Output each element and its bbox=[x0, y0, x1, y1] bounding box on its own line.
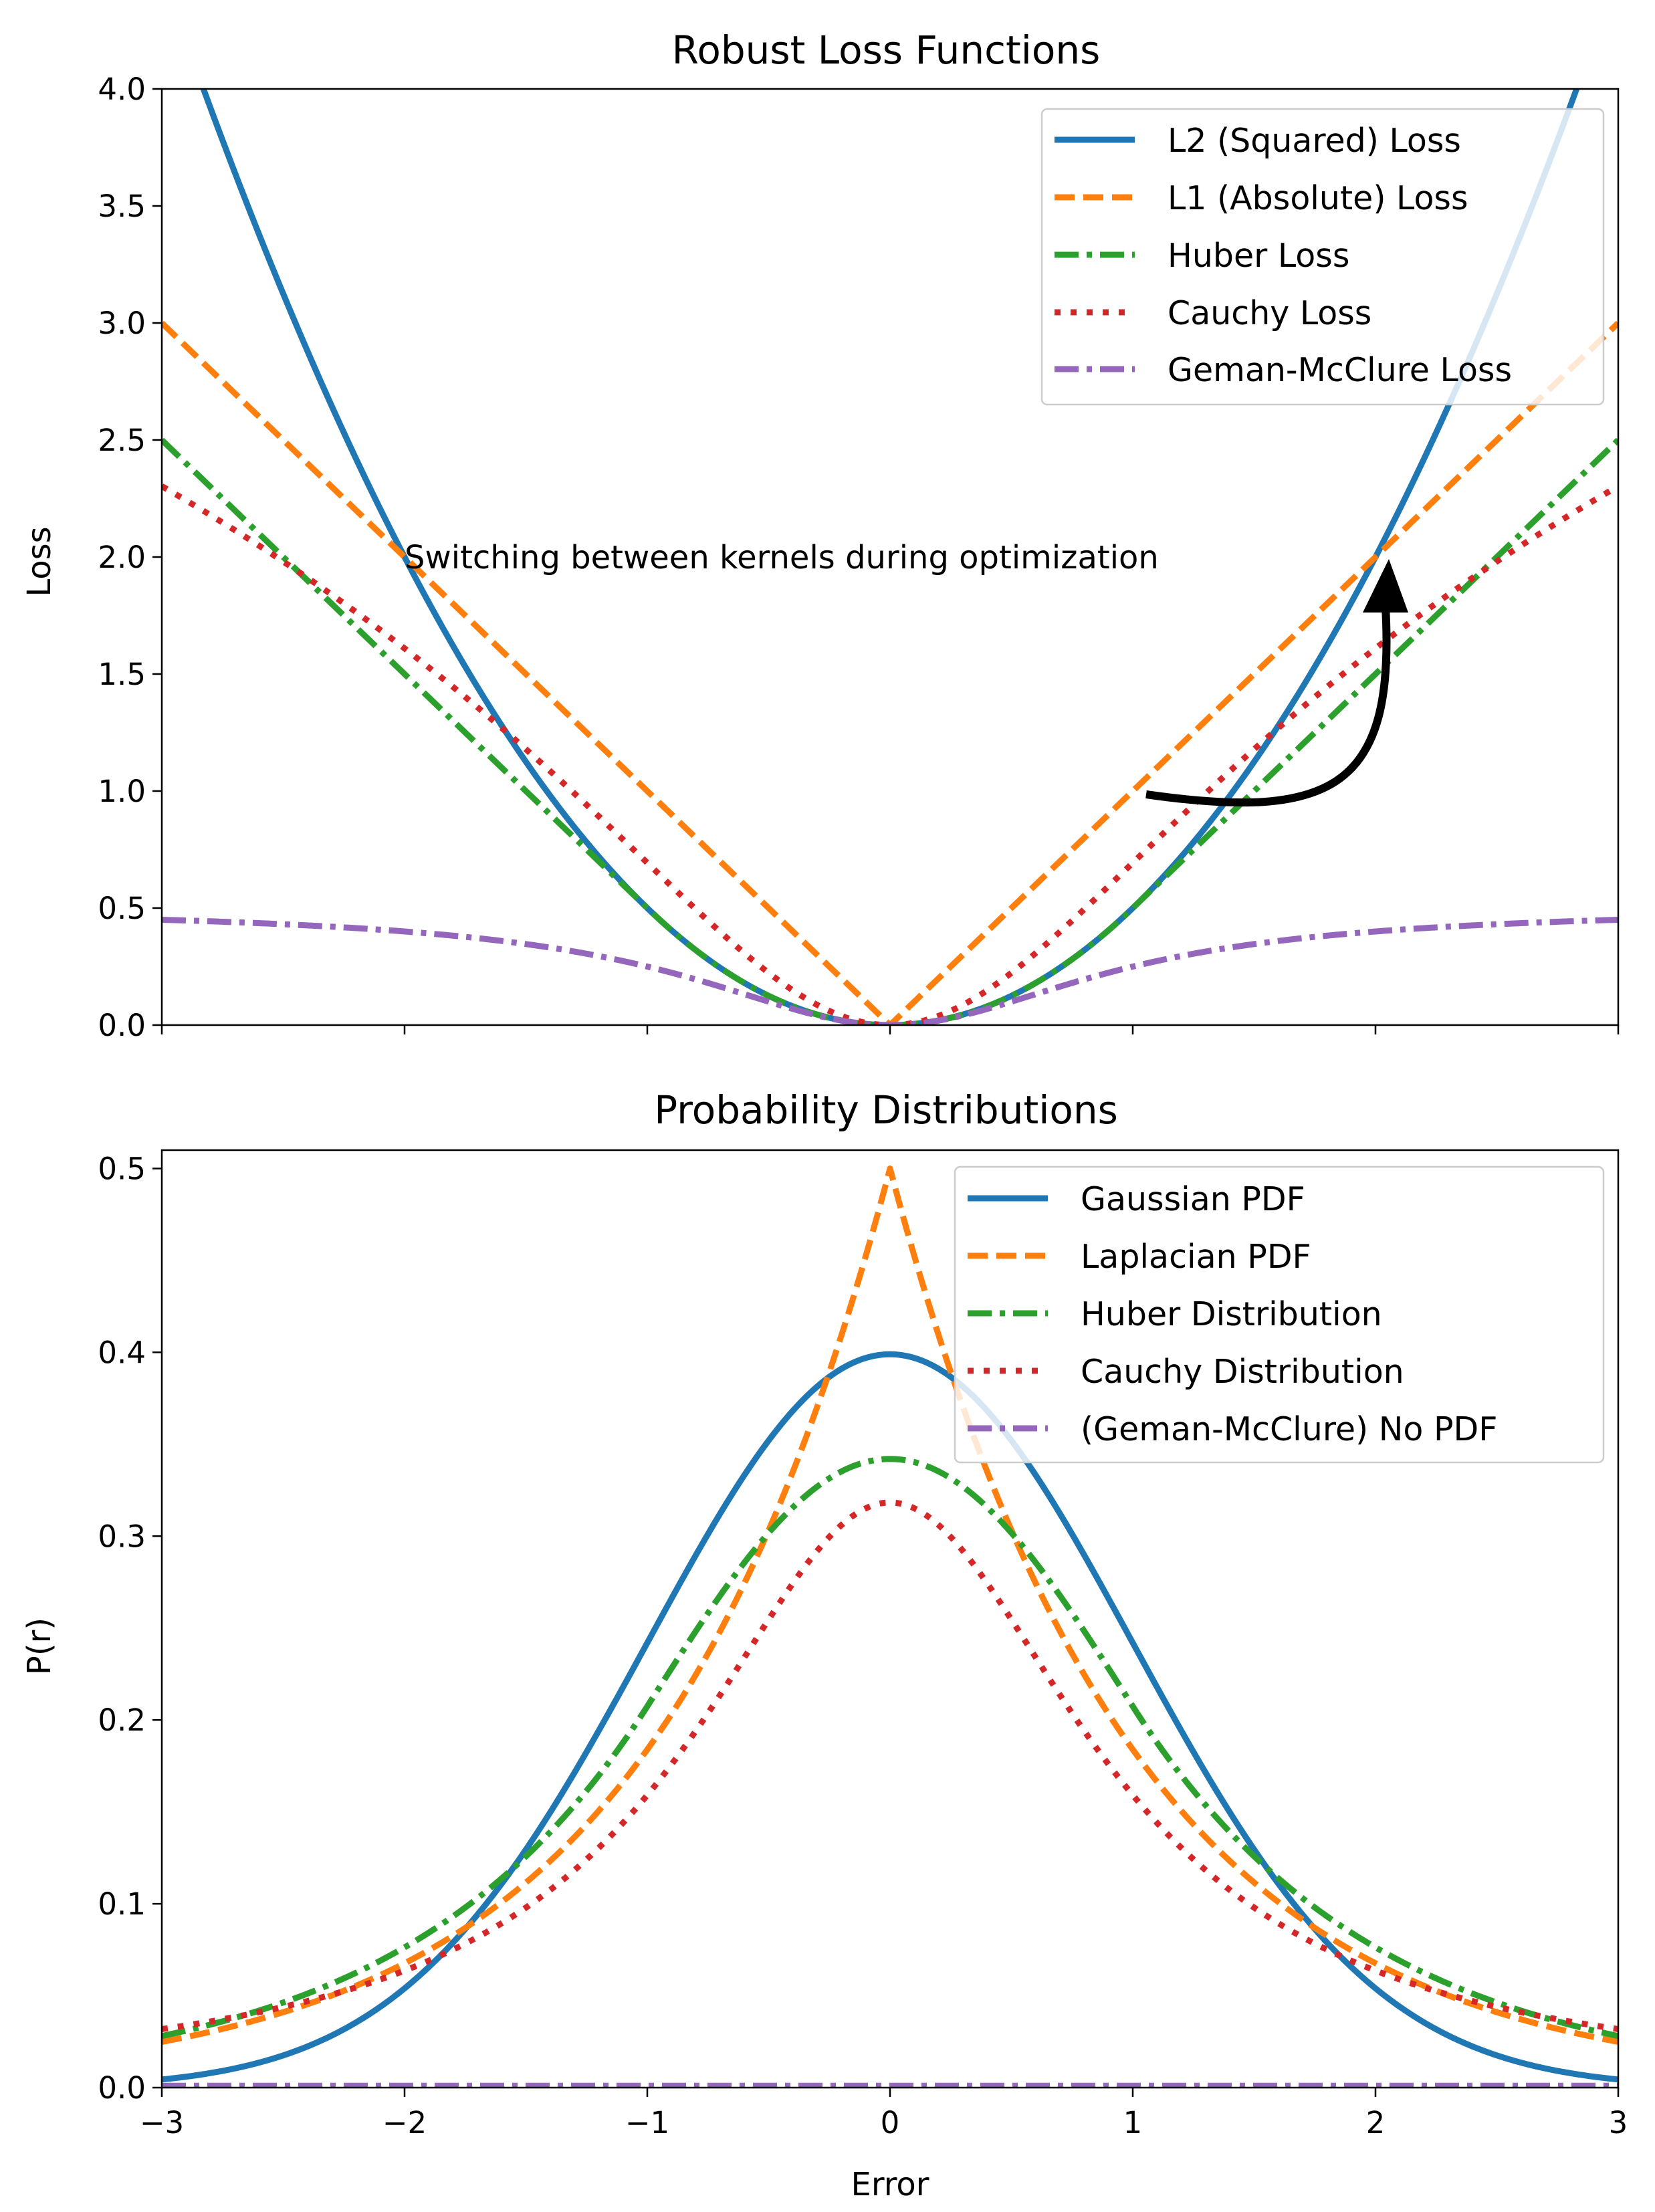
pdf-chart-ticks: −3 −2 −1 0 1 2 3 0.0 0.1 0.2 0.3 0.4 0.5 bbox=[98, 1151, 1628, 2140]
y-tick-label: 0.4 bbox=[98, 1335, 146, 1370]
y-tick-label: 2.0 bbox=[98, 540, 146, 575]
pdf-chart: Probability Distributions P(r) Error −3−… bbox=[21, 1087, 1628, 2203]
y-tick-label: 0.1 bbox=[98, 1886, 146, 1922]
x-tick-label: 0 bbox=[881, 2105, 900, 2140]
series-line-1 bbox=[162, 1165, 1618, 2045]
pdf-chart-legend: Gaussian PDF Laplacian PDF Huber Distrib… bbox=[954, 1166, 1605, 1464]
loss-chart: Robust Loss Functions Loss 0.0 0.5 1.0 1.5 2… bbox=[21, 27, 1620, 1043]
y-tick-label: 1.0 bbox=[98, 774, 146, 809]
pdf-chart-x-axis-label: Error bbox=[851, 2166, 929, 2203]
legend-label-geman-mcclure: Geman-McClure Loss bbox=[1168, 351, 1512, 389]
y-tick-label: 0.5 bbox=[98, 891, 146, 926]
legend-label-gaussian: Gaussian PDF bbox=[1081, 1180, 1305, 1218]
series-line-1 bbox=[162, 320, 1618, 1025]
legend-label-l2: L2 (Squared) Loss bbox=[1168, 122, 1461, 160]
y-tick-label: 3.0 bbox=[98, 306, 146, 341]
series-line-3 bbox=[162, 483, 1618, 1025]
legend-label-laplacian: Laplacian PDF bbox=[1081, 1238, 1311, 1276]
y-tick-label: 1.5 bbox=[98, 657, 146, 692]
x-tick-label: 3 bbox=[1609, 2105, 1628, 2140]
annotation-text: Switching between kernels during optimiz… bbox=[405, 539, 1159, 576]
x-tick-label: −3 bbox=[140, 2105, 184, 2140]
x-tick-label: 2 bbox=[1366, 2105, 1386, 2140]
legend-label-geman-mcclure-no-pdf: (Geman-McClure) No PDF bbox=[1081, 1410, 1497, 1448]
legend-label-huber: Huber Loss bbox=[1168, 237, 1349, 275]
series-line-2 bbox=[162, 437, 1618, 1025]
legend-label-huber-distribution: Huber Distribution bbox=[1081, 1295, 1382, 1333]
y-tick-label: 3.5 bbox=[98, 189, 146, 224]
loss-chart-ticks: 0.0 0.5 1.0 1.5 2.0 2.5 3.0 3.5 4.0 bbox=[98, 72, 1620, 1043]
y-tick-label: 0.0 bbox=[98, 1008, 146, 1043]
y-tick-label: 4.0 bbox=[98, 72, 146, 107]
loss-chart-legend-box bbox=[1040, 108, 1605, 406]
loss-chart-title: Robust Loss Functions bbox=[672, 27, 1101, 73]
x-tick-label: −2 bbox=[382, 2105, 427, 2140]
loss-chart-series bbox=[162, 89, 1618, 1025]
series-line-4 bbox=[162, 917, 1618, 1025]
x-tick-label: −1 bbox=[625, 2105, 669, 2140]
y-tick-label: 2.5 bbox=[98, 423, 146, 458]
pdf-chart-title: Probability Distributions bbox=[654, 1087, 1118, 1133]
legend-label-l1: L1 (Absolute) Loss bbox=[1168, 179, 1468, 217]
pdf-chart-series bbox=[162, 1165, 1618, 2088]
annotation-arrow bbox=[1145, 606, 1391, 807]
loss-chart-annotation: Switching between kernels during optimiz… bbox=[405, 539, 1408, 807]
x-tick-label: 1 bbox=[1123, 2105, 1143, 2140]
pdf-chart-y-axis-label: P(r) bbox=[21, 1618, 58, 1675]
loss-chart-legend: L2 (Squared) Loss L1 (Absolute) Loss Hub… bbox=[1040, 108, 1605, 406]
y-tick-label: 0.2 bbox=[98, 1702, 146, 1738]
legend-label-cauchy: Cauchy Loss bbox=[1168, 294, 1371, 332]
pdf-chart-legend-box bbox=[954, 1166, 1605, 1464]
y-tick-label: 0.5 bbox=[98, 1151, 146, 1186]
pdf-chart-frame bbox=[160, 1149, 1620, 2089]
series-line-2 bbox=[162, 1456, 1618, 2039]
loss-chart-y-axis-label: Loss bbox=[21, 526, 58, 596]
series-line-0 bbox=[162, 1351, 1618, 2083]
y-tick-label: 0.0 bbox=[98, 2070, 146, 2106]
legend-label-cauchy-distribution: Cauchy Distribution bbox=[1081, 1353, 1404, 1391]
y-tick-label: 0.3 bbox=[98, 1519, 146, 1554]
loss-chart-frame bbox=[160, 88, 1620, 1026]
annotation-arrowhead bbox=[1363, 559, 1408, 613]
